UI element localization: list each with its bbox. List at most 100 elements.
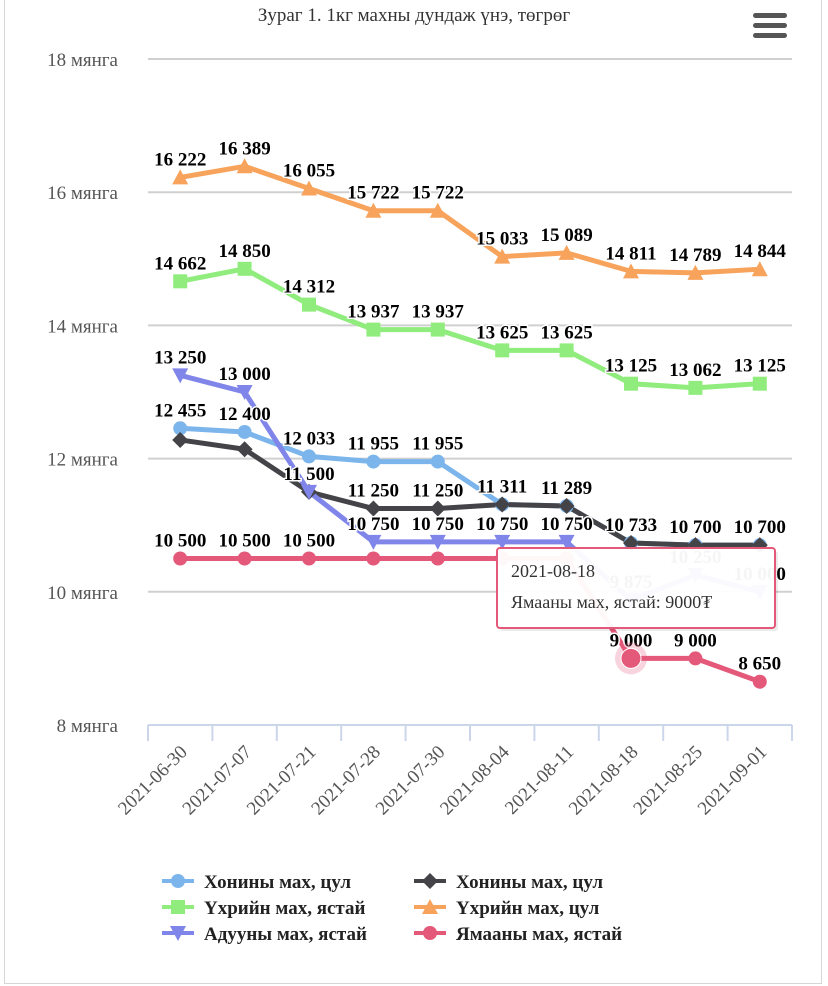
data-point[interactable] [494,496,511,513]
data-point[interactable] [687,264,704,280]
data-label: 10 733 [605,515,657,536]
data-point[interactable] [751,261,768,277]
data-point[interactable] [430,551,445,566]
data-point[interactable] [172,169,189,185]
legend-label[interactable]: Ямааны мах, ястай [456,924,622,945]
data-point[interactable] [688,651,703,666]
data-point[interactable] [172,368,189,384]
hamburger-menu-icon[interactable] [748,8,792,44]
data-point[interactable] [302,551,316,566]
menu-bar [753,23,787,28]
legend-label[interactable]: Хонины мах, цул [456,872,603,893]
data-point[interactable] [365,202,382,218]
legend-item[interactable]: Адууны мах, ястай [162,924,367,945]
data-label: 10 750 [412,514,464,535]
legend-label[interactable]: Адууны мах, ястай [204,924,367,945]
data-point[interactable] [301,180,317,196]
chart-frame [4,0,822,984]
legend-item[interactable]: Ямааны мах, ястай [414,924,622,945]
data-label: 15 033 [476,229,528,250]
data-label: 14 850 [218,241,270,262]
data-point[interactable] [752,674,767,689]
data-point[interactable] [302,449,316,464]
data-label: 13 625 [476,322,528,343]
data-point[interactable] [558,244,575,260]
data-label: 13 250 [154,347,206,368]
x-tick-label: 2021-07-30 [372,742,450,820]
data-point[interactable] [429,534,446,550]
data-point[interactable] [688,380,703,395]
data-point[interactable] [301,484,317,500]
data-point[interactable] [429,202,446,218]
y-tick-label: 12 мянга [47,450,118,471]
data-point[interactable] [365,534,382,550]
data-point[interactable] [494,248,511,264]
y-tick-label: 8 мянга [57,716,119,737]
legend-symbol[interactable] [422,899,438,914]
data-point[interactable] [366,551,381,566]
legend-item[interactable]: Үхрийн мах, цул [414,898,600,919]
data-label: 10 500 [218,531,270,552]
data-point[interactable] [236,385,253,400]
legend-item[interactable]: Хонины мах, цул [414,872,603,893]
data-point[interactable] [173,551,188,566]
data-label: 14 811 [605,243,656,264]
legend-symbol[interactable] [422,873,438,889]
data-point[interactable] [365,500,382,517]
legend-label[interactable]: Үхрийн мах, ястай [204,898,365,919]
data-point[interactable] [558,497,575,514]
legend-symbol[interactable] [171,900,185,914]
data-label: 10 750 [476,514,528,535]
data-label: 12 033 [283,428,335,449]
data-point[interactable] [366,454,381,469]
data-point[interactable] [430,454,445,469]
data-label: 16 389 [218,138,270,159]
legend-symbol[interactable] [423,926,437,940]
data-label: 10 700 [734,517,786,538]
data-point[interactable] [495,343,510,358]
data-label: 9 000 [610,630,653,651]
data-point[interactable] [752,376,767,391]
data-point[interactable] [429,500,446,517]
data-point[interactable] [559,343,574,358]
data-label: 11 311 [477,476,527,497]
legend-item[interactable]: Үхрийн мах, ястай [162,898,365,919]
data-point[interactable] [624,376,638,391]
hovered-point[interactable] [620,647,642,669]
data-point[interactable] [366,322,381,337]
data-label: 14 789 [669,245,721,266]
x-tick-label: 2021-08-25 [629,742,707,820]
data-point[interactable] [430,322,445,337]
legend-symbol[interactable] [171,874,185,888]
data-point[interactable] [237,261,252,276]
data-point[interactable] [236,158,253,174]
data-point[interactable] [236,441,253,458]
data-point[interactable] [173,421,188,436]
legend-label[interactable]: Хонины мах, цул [204,872,351,893]
series-line [177,437,763,548]
tooltip-date: 2021-08-18 [511,561,595,581]
legend-label[interactable]: Үхрийн мах, цул [456,898,600,919]
data-label: 11 250 [348,481,399,502]
data-point[interactable] [172,431,189,448]
data-label: 13 937 [412,302,465,323]
data-point[interactable] [302,297,316,312]
data-point[interactable] [494,534,511,550]
legend-symbol[interactable] [170,926,186,941]
data-point[interactable] [623,263,639,279]
data-label: 8 650 [738,654,781,675]
data-label: 11 250 [412,481,463,502]
data-label: 11 289 [541,478,592,499]
data-label: 14 662 [154,253,206,274]
legend-item[interactable]: Хонины мах, цул [162,872,351,893]
data-label: 15 089 [540,225,592,246]
data-label: 10 750 [347,514,399,535]
data-label: 10 500 [154,531,206,552]
data-point[interactable] [237,551,252,566]
y-tick-label: 18 мянга [47,50,118,71]
data-label: 16 222 [154,149,206,170]
data-point[interactable] [558,534,575,550]
data-point[interactable] [237,424,252,439]
data-point[interactable] [623,534,639,551]
data-point[interactable] [173,274,188,289]
